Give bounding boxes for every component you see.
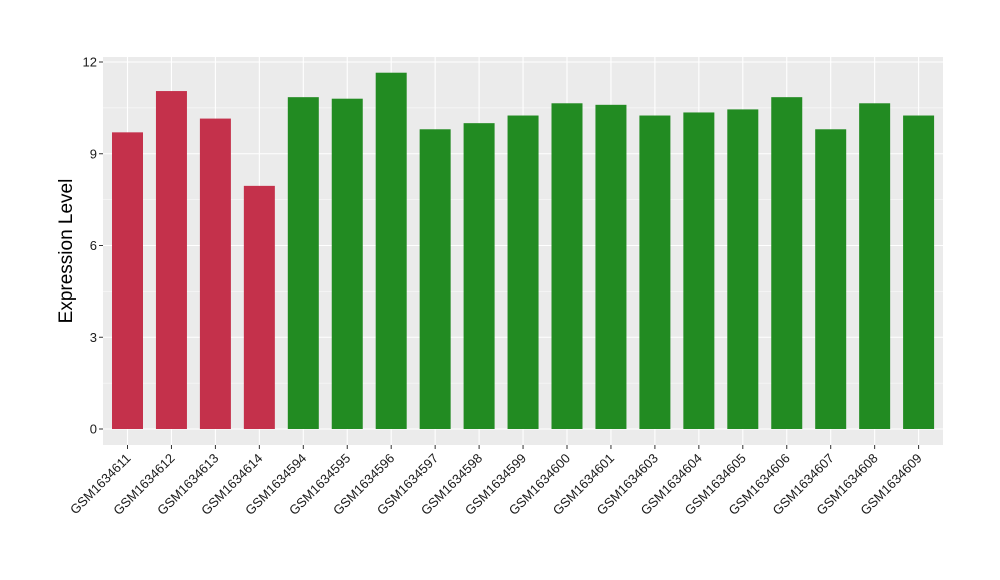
x-axis: GSM1634611GSM1634612GSM1634613GSM1634614… bbox=[67, 445, 925, 518]
bar-GSM1634614 bbox=[243, 185, 275, 429]
bar-GSM1634613 bbox=[199, 118, 231, 430]
bar-GSM1634596 bbox=[375, 72, 407, 430]
bar-GSM1634609 bbox=[903, 115, 935, 429]
bar-GSM1634601 bbox=[595, 104, 627, 430]
y-tick-label: 12 bbox=[83, 55, 97, 70]
bar-GSM1634595 bbox=[331, 98, 363, 429]
bar-GSM1634612 bbox=[155, 91, 187, 429]
bar-GSM1634598 bbox=[463, 123, 495, 430]
bar-GSM1634604 bbox=[683, 112, 715, 430]
y-axis: 0 3 6 9 12 bbox=[83, 55, 103, 437]
bar-GSM1634606 bbox=[771, 97, 803, 429]
y-tick-label: 6 bbox=[90, 238, 97, 253]
y-tick-label: 3 bbox=[90, 330, 97, 345]
bar-GSM1634594 bbox=[287, 97, 319, 429]
bar-GSM1634608 bbox=[859, 103, 891, 429]
bar-GSM1634605 bbox=[727, 109, 759, 429]
bars bbox=[112, 72, 935, 430]
bar-GSM1634600 bbox=[551, 103, 583, 429]
y-tick-label: 0 bbox=[90, 422, 97, 437]
bar-GSM1634603 bbox=[639, 115, 671, 429]
y-tick-label: 9 bbox=[90, 146, 97, 161]
bar-GSM1634599 bbox=[507, 115, 539, 429]
bar-GSM1634611 bbox=[112, 132, 143, 429]
bar-GSM1634607 bbox=[815, 129, 847, 430]
bar-GSM1634597 bbox=[419, 129, 451, 430]
y-axis-title: Expression Level bbox=[56, 179, 77, 324]
